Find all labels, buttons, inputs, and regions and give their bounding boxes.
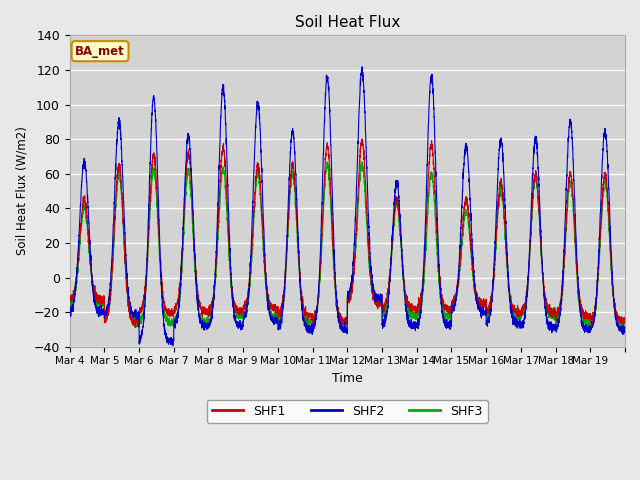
Text: BA_met: BA_met	[76, 45, 125, 58]
Y-axis label: Soil Heat Flux (W/m2): Soil Heat Flux (W/m2)	[15, 127, 28, 255]
X-axis label: Time: Time	[332, 372, 363, 385]
Legend: SHF1, SHF2, SHF3: SHF1, SHF2, SHF3	[207, 400, 488, 423]
Title: Soil Heat Flux: Soil Heat Flux	[294, 15, 400, 30]
